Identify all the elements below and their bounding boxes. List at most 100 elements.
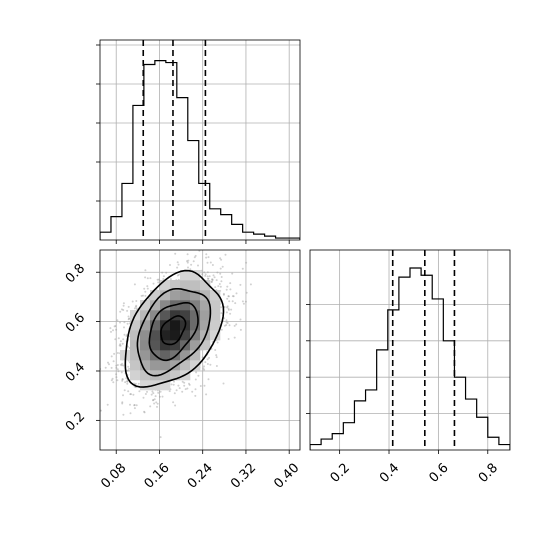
scatter-point [225, 324, 228, 326]
scatter-point [245, 291, 248, 294]
scatter-point [144, 269, 147, 272]
scatter-point [112, 360, 115, 363]
scatter-point [159, 436, 162, 439]
top-histogram-step [100, 60, 300, 240]
density-cell [140, 360, 151, 371]
scatter-point [110, 366, 113, 369]
density-cell [150, 360, 161, 371]
scatter-point [169, 264, 171, 266]
scatter-point [122, 338, 125, 341]
density-cell [160, 310, 171, 321]
scatter-point [204, 274, 207, 277]
scatter-point [153, 398, 156, 401]
density-cell [190, 350, 201, 361]
scatter-point [122, 302, 125, 305]
density-cell [200, 310, 211, 321]
right-histogram-step [310, 267, 510, 450]
scatter-point [126, 380, 129, 383]
joint-x-tick-label: 0.08 [98, 461, 129, 492]
scatter-point [117, 337, 120, 340]
density-cell [170, 280, 181, 291]
scatter-point [140, 294, 143, 297]
scatter-point [207, 277, 209, 280]
scatter-point [115, 373, 118, 376]
scatter-point [198, 250, 201, 252]
scatter-point [231, 300, 234, 303]
scatter-point [111, 377, 114, 380]
scatter-point [143, 411, 146, 414]
density-cell [170, 370, 181, 381]
joint-x-tick-label: 0.16 [142, 461, 173, 492]
scatter-point [177, 273, 180, 276]
scatter-point [120, 364, 123, 367]
scatter-point [235, 323, 238, 326]
scatter-point [215, 356, 218, 359]
density-cell [140, 380, 151, 391]
scatter-point [226, 297, 229, 300]
scatter-point [212, 274, 215, 277]
right-x-tick-label: 0.6 [426, 461, 451, 486]
density-cell [130, 350, 141, 361]
density-cell [160, 350, 171, 361]
scatter-point [176, 274, 179, 277]
scatter-point [178, 387, 181, 390]
density-cell [190, 300, 201, 311]
scatter-point [205, 256, 208, 259]
scatter-point [94, 419, 96, 421]
density-cell [150, 340, 161, 351]
scatter-point [193, 256, 196, 259]
scatter-point [134, 456, 136, 458]
scatter-point [217, 285, 220, 288]
right-x-tick-label: 0.4 [377, 461, 402, 486]
scatter-point [170, 383, 173, 386]
scatter-point [216, 271, 219, 274]
scatter-point [219, 257, 222, 260]
scatter-point [116, 352, 119, 354]
scatter-point [119, 344, 122, 347]
scatter-point [157, 391, 160, 394]
scatter-point [121, 379, 124, 382]
scatter-point [156, 402, 159, 405]
density-cell [150, 320, 161, 331]
scatter-point [110, 379, 113, 382]
scatter-point [116, 368, 119, 371]
scatter-point [115, 328, 118, 331]
scatter-point [155, 401, 158, 404]
joint-x-tick-label: 0.32 [228, 461, 259, 492]
scatter-point [122, 394, 124, 397]
scatter-point [211, 278, 214, 281]
scatter-point [207, 277, 210, 280]
density-cell [160, 280, 171, 291]
scatter-point [173, 380, 175, 383]
density-cell [180, 350, 191, 361]
scatter-point [126, 309, 129, 312]
density-cell [130, 330, 141, 341]
scatter-point [227, 307, 230, 310]
scatter-point [187, 266, 189, 269]
scatter-point [222, 293, 225, 296]
joint-y-tick-label: 0.4 [63, 360, 88, 385]
scatter-point [220, 328, 223, 331]
density-cell [160, 330, 171, 341]
scatter-point [119, 321, 121, 324]
scatter-point [195, 371, 198, 374]
scatter-point [215, 365, 218, 367]
scatter-point [174, 252, 177, 255]
scatter-point [210, 280, 213, 283]
scatter-point [219, 272, 222, 275]
scatter-point [165, 271, 168, 274]
scatter-point [202, 367, 205, 370]
scatter-point [108, 363, 110, 366]
scatter-point [113, 325, 116, 328]
joint-y-tick-label: 0.8 [63, 261, 88, 286]
scatter-point [233, 336, 236, 339]
scatter-point [152, 392, 155, 395]
scatter-point [153, 402, 156, 405]
scatter-point [220, 258, 223, 261]
density-cell [210, 330, 221, 341]
scatter-point [175, 389, 178, 392]
scatter-point [151, 390, 154, 393]
scatter-point [127, 315, 130, 318]
scatter-point [239, 318, 242, 321]
scatter-point [211, 264, 214, 266]
